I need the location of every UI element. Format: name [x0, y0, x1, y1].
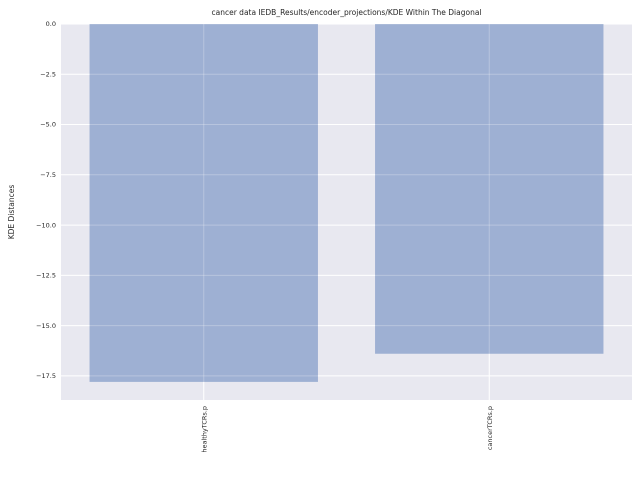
y-tick-label: 0.0 [46, 20, 56, 28]
bars [61, 23, 632, 400]
y-tick-label: −12.5 [36, 272, 56, 280]
chart-title: cancer data IEDB_Results/encoder_project… [212, 8, 482, 17]
x-tick-label: healthyTCRs.p [200, 406, 208, 453]
y-axis-ticks: 0.0 −2.5 −5.0 −7.5 −10.0 −12.5 −15.0 −17.5 [36, 20, 56, 380]
x-axis-ticks: healthyTCRs.p cancerTCRs.p [200, 406, 494, 453]
y-axis-label: KDE Distances [7, 185, 16, 240]
y-tick-label: −10.0 [36, 221, 56, 229]
y-tick-label: −15.0 [36, 322, 56, 330]
x-tick-label: cancerTCRs.p [486, 406, 494, 450]
bar-cancertcrs-p [375, 24, 604, 354]
y-tick-label: −5.0 [40, 121, 56, 129]
y-tick-label: −2.5 [40, 70, 56, 78]
bar-healthytcrs-p [89, 24, 318, 382]
y-tick-label: −17.5 [36, 372, 56, 380]
y-tick-label: −7.5 [40, 171, 56, 179]
